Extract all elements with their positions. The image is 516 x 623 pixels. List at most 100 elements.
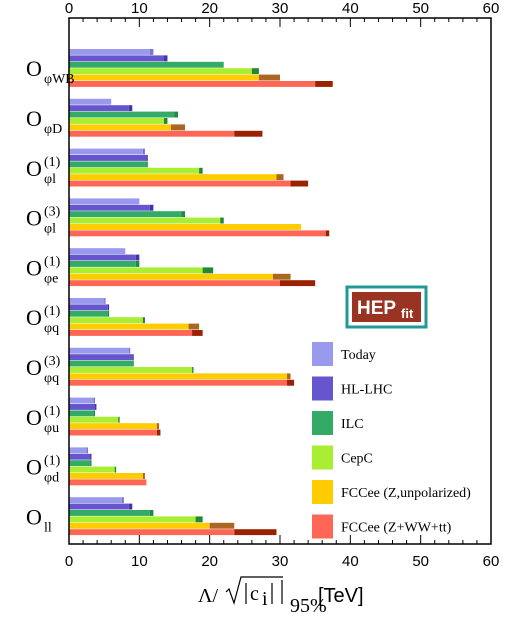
bar-3-7: [69, 416, 119, 423]
bar-5-9: [69, 529, 235, 536]
category-sub-4: φe: [44, 271, 58, 286]
bar-3-5: [69, 317, 143, 324]
bar-extension-1-3: [149, 204, 154, 211]
legend-label-3: CepC: [341, 452, 373, 467]
bar-1-9: [69, 503, 129, 510]
category-sup-7: (1): [44, 404, 61, 419]
category-sub-2: φl: [44, 172, 56, 187]
bar-extension-1-0: [163, 55, 168, 62]
legend-swatch-5: [312, 514, 333, 539]
category-label-3: O: [26, 206, 42, 231]
bar-extension-2-5: [107, 310, 110, 317]
bar-extension-3-1: [163, 118, 168, 124]
bar-2-9: [69, 510, 150, 516]
bottom-tick-label-4: 40: [342, 553, 359, 570]
bar-extension-5-0: [315, 81, 333, 87]
bar-extension-1-8: [90, 453, 92, 460]
bar-extension-5-5: [192, 330, 203, 336]
bar-extension-2-8: [90, 460, 92, 467]
bar-0-7: [69, 397, 94, 404]
category-sup-3: (3): [44, 205, 61, 220]
bar-extension-1-2: [146, 155, 148, 161]
bar-extension-5-7: [156, 429, 161, 436]
bar-extension-5-9: [234, 529, 277, 536]
bar-4-8: [69, 473, 143, 479]
bar-1-7: [69, 404, 96, 410]
bar-extension-1-9: [128, 503, 133, 510]
legend-swatch-3: [312, 445, 333, 470]
bar-extension-4-7: [156, 423, 160, 430]
bar-extension-3-0: [251, 68, 259, 75]
bar-extension-4-0: [258, 74, 280, 81]
legend: Today HL-LHC ILC CepC FCCee (Z,unpolarized) F…: [312, 342, 471, 539]
bar-extension-1-1: [128, 105, 133, 112]
bar-extension-2-6: [132, 360, 134, 367]
top-tick-label-5: 50: [412, 0, 429, 17]
legend-swatch-1: [312, 376, 333, 401]
category-label-5: O: [26, 305, 42, 330]
category-label-0: O: [26, 56, 42, 81]
bar-1-1: [69, 105, 129, 112]
bar-extension-5-6: [287, 379, 295, 386]
ticks-layer: 0 0 10 10 20 20 30 30 40 40 50 50 60 60: [65, 0, 500, 570]
bar-extension-2-2: [146, 161, 148, 168]
bar-3-6: [69, 367, 193, 373]
bar-extension-2-7: [93, 410, 96, 417]
bar-extension-5-4: [280, 280, 316, 287]
top-tick-label-3: 30: [272, 0, 289, 17]
category-sub-7: φu: [44, 421, 59, 436]
bar-extension-3-2: [199, 167, 203, 174]
bar-0-5: [69, 298, 105, 304]
bar-4-3: [69, 224, 302, 230]
category-sub-8: φd: [44, 471, 59, 486]
bar-extension-3-7: [118, 416, 120, 423]
category-sup-2: (1): [44, 155, 61, 170]
logo-sub-text: fit: [401, 306, 414, 321]
bar-0-4: [69, 248, 126, 255]
bar-extension-2-9: [149, 510, 154, 516]
bar-extension-2-3: [181, 211, 186, 218]
category-label-7: O: [26, 405, 42, 430]
bar-extension-4-6: [287, 373, 291, 380]
bar-extension-1-6: [132, 354, 134, 361]
legend-label-1: HL-LHC: [341, 383, 392, 398]
legend-label-4: FCCee (Z,unpolarized): [341, 486, 471, 501]
bar-0-6: [69, 347, 129, 354]
bar-5-1: [69, 130, 235, 137]
bar-2-7: [69, 410, 94, 417]
x-label-i: i: [262, 588, 268, 610]
bar-extension-2-1: [174, 111, 179, 118]
bar-4-1: [69, 124, 171, 131]
bar-2-4: [69, 261, 136, 267]
bar-3-0: [69, 68, 252, 75]
bar-4-0: [69, 74, 259, 81]
bar-extension-0-0: [149, 49, 154, 55]
x-label-unit: [TeV]: [318, 585, 364, 607]
bars-layer: [69, 49, 333, 536]
bar-extension-5-2: [290, 180, 309, 187]
bar-1-4: [69, 254, 136, 261]
category-label-6: O: [26, 355, 42, 380]
bar-1-8: [69, 453, 91, 460]
bar-5-8: [69, 479, 147, 486]
category-sub-3: φl: [44, 222, 56, 237]
bar-3-8: [69, 466, 115, 473]
bar-4-7: [69, 423, 157, 430]
top-tick-label-6: 60: [483, 0, 500, 17]
bar-4-5: [69, 323, 189, 330]
bar-0-2: [69, 148, 143, 155]
bar-3-4: [69, 267, 203, 274]
bar-2-8: [69, 460, 91, 467]
category-label-1: O: [26, 106, 42, 131]
bar-2-2: [69, 161, 147, 168]
logo-main-text: HEP: [357, 298, 396, 319]
category-sub-1: φD: [44, 122, 62, 137]
top-tick-label-2: 20: [201, 0, 218, 17]
bottom-tick-label-5: 50: [412, 553, 429, 570]
category-sup-6: (3): [44, 354, 61, 369]
top-tick-label-0: 0: [65, 0, 73, 17]
bar-extension-4-4: [272, 273, 291, 280]
bar-5-3: [69, 230, 326, 237]
bar-extension-4-8: [142, 473, 145, 479]
